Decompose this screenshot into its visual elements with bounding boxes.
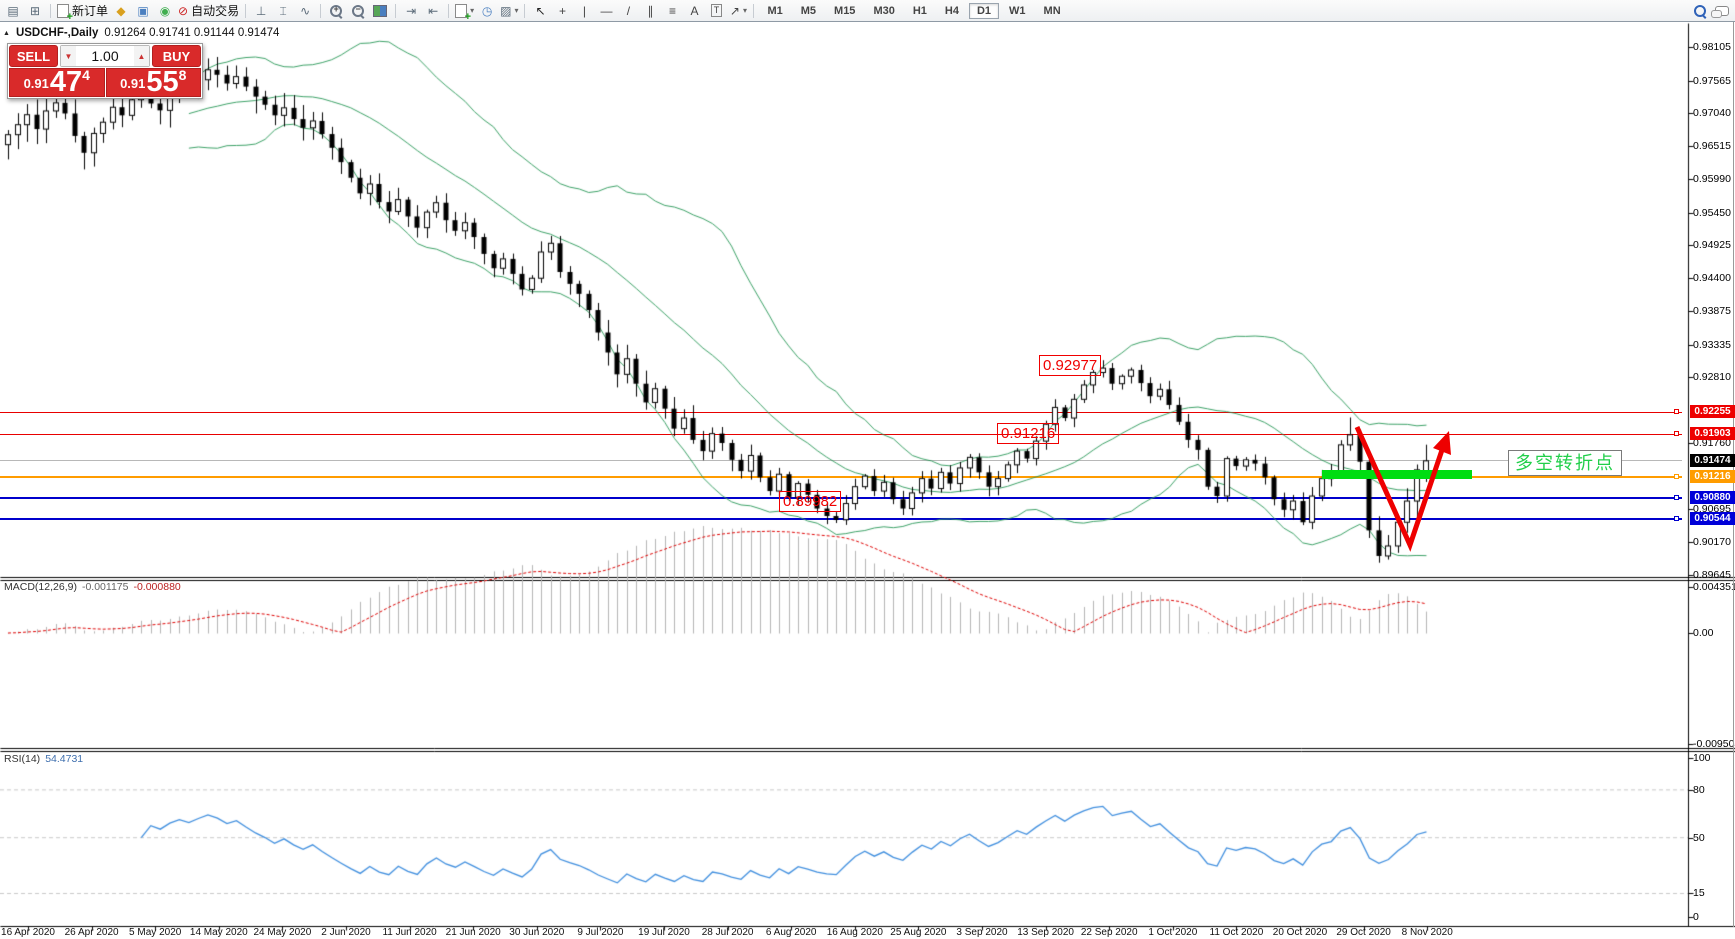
date-label: 26 Apr 2020 xyxy=(64,927,119,938)
price-axis-label: 0.94400 xyxy=(1693,272,1731,285)
rsi-axis-label: 100 xyxy=(1693,752,1711,764)
price-tag-0.91216: 0.91216 xyxy=(1690,470,1735,483)
date-label: 16 Apr 2020 xyxy=(1,927,55,938)
macd-axis-label: 0.00 xyxy=(1693,627,1714,639)
price-axis-label: 0.89645 xyxy=(1693,569,1731,581)
sell-button[interactable]: SELL xyxy=(9,45,58,67)
price-tag-0.90880: 0.90880 xyxy=(1690,490,1735,504)
date-label: 6 Aug 2020 xyxy=(765,927,817,938)
annotation-pivot-label[interactable]: 多空转折点 xyxy=(1508,450,1622,476)
macd-axis-label: 0.004351 xyxy=(1693,581,1735,593)
rsi-axis-label: 15 xyxy=(1693,887,1705,900)
date-label: 2 Jun 2020 xyxy=(321,927,371,938)
date-label: 28 Jul 2020 xyxy=(701,927,754,938)
price-tag-0.91903: 0.91903 xyxy=(1690,427,1735,441)
annotation-mid-label[interactable]: 0.91216 xyxy=(997,423,1060,444)
price-axis-label: 0.98105 xyxy=(1693,41,1731,53)
date-label: 25 Aug 2020 xyxy=(890,927,947,938)
chart-ohlc-values: 0.91264 0.91741 0.91144 0.91474 xyxy=(104,27,280,39)
buy-price-display[interactable]: 0.91 55 8 xyxy=(105,66,201,98)
volume-increase-button[interactable]: ▲ xyxy=(134,46,149,66)
sell-price-prefix: 0.91 xyxy=(23,76,49,91)
volume-input[interactable]: 1.00 xyxy=(91,48,119,64)
date-label: 24 May 2020 xyxy=(253,927,312,938)
price-axis-label: 0.90170 xyxy=(1693,536,1731,549)
price-axis-label: 0.95450 xyxy=(1693,206,1731,219)
price-axis-label: 0.96515 xyxy=(1693,140,1731,153)
date-label: 5 May 2020 xyxy=(129,927,182,938)
price-axis-label: 0.97040 xyxy=(1693,107,1731,120)
date-label: 13 Sep 2020 xyxy=(1017,927,1074,938)
date-label: 8 Nov 2020 xyxy=(1401,927,1453,938)
date-label: 29 Oct 2020 xyxy=(1336,927,1391,938)
rsi-label: RSI(14) 54.4731 xyxy=(4,753,83,765)
buy-button[interactable]: BUY xyxy=(152,45,201,67)
sell-price-pips: 47 xyxy=(49,66,83,98)
rsi-axis-label: 80 xyxy=(1693,783,1705,796)
date-label: 11 Oct 2020 xyxy=(1209,927,1264,938)
price-tag-0.92255: 0.92255 xyxy=(1690,405,1735,419)
chart-collapse-icon[interactable]: ▲ xyxy=(3,29,10,37)
volume-decrease-button[interactable]: ▼ xyxy=(61,46,76,66)
price-axis-label: 0.92810 xyxy=(1693,371,1731,384)
date-label: 30 Jun 2020 xyxy=(509,927,565,938)
chart-title-bar: ▲ USDCHF-,Daily 0.91264 0.91741 0.91144 … xyxy=(3,27,279,39)
price-axis-label: 0.97565 xyxy=(1693,74,1731,87)
price-tag-0.90544: 0.90544 xyxy=(1690,511,1735,525)
price-axis-label: 0.93335 xyxy=(1693,338,1731,351)
buy-price-prefix: 0.91 xyxy=(120,76,146,91)
buy-price-pips: 55 xyxy=(146,66,179,98)
rsi-axis-label: 50 xyxy=(1693,831,1705,844)
support-zone-rectangle[interactable] xyxy=(1322,470,1472,479)
rsi-axis-label: 0 xyxy=(1693,911,1699,924)
chart-symbol-period: USDCHF-,Daily xyxy=(15,27,99,39)
macd-name: MACD(12,26,9) xyxy=(4,581,77,593)
date-label: 11 Jun 2020 xyxy=(382,927,437,938)
annotation-high-label[interactable]: 0.92977 xyxy=(1039,355,1102,376)
date-label: 1 Oct 2020 xyxy=(1148,927,1198,938)
date-label: 3 Sep 2020 xyxy=(956,927,1008,938)
price-axis-label: 0.94925 xyxy=(1693,239,1731,252)
rsi-name: RSI(14) xyxy=(4,753,41,765)
macd-signal-value: -0.000880 xyxy=(133,581,181,593)
buy-price-point: 8 xyxy=(178,67,187,83)
date-label: 9 Jul 2020 xyxy=(577,927,624,938)
annotation-low-label[interactable]: 0.89982 xyxy=(779,491,842,512)
price-tag-0.91474: 0.91474 xyxy=(1690,453,1735,467)
rsi-value: 54.4731 xyxy=(45,753,84,765)
one-click-trading-panel: SELL ▼ 1.00 ▲ BUY 0.91 47 4 0.91 55 8 xyxy=(7,43,203,99)
macd-main-value: -0.001175 xyxy=(81,581,129,593)
price-axis-label: 0.95990 xyxy=(1693,173,1731,185)
price-axis-label: 0.93875 xyxy=(1693,305,1731,317)
date-label: 19 Jul 2020 xyxy=(638,927,690,938)
sell-price-display[interactable]: 0.91 47 4 xyxy=(9,66,105,98)
sell-price-point: 4 xyxy=(82,67,90,83)
date-label: 16 Aug 2020 xyxy=(826,927,883,938)
volume-stepper: ▼ 1.00 ▲ xyxy=(60,45,150,67)
date-label: 21 Jun 2020 xyxy=(445,927,501,938)
date-label: 14 May 2020 xyxy=(189,927,248,938)
date-label: 20 Oct 2020 xyxy=(1272,927,1328,938)
date-label: 22 Sep 2020 xyxy=(1080,927,1138,938)
macd-label: MACD(12,26,9) -0.001175 -0.000880 xyxy=(4,581,181,593)
macd-axis-label: -0.009504 xyxy=(1693,738,1735,750)
time-axis: 16 Apr 2020 26 Apr 2020 5 May 2020 14 May 2… xyxy=(0,927,1735,939)
